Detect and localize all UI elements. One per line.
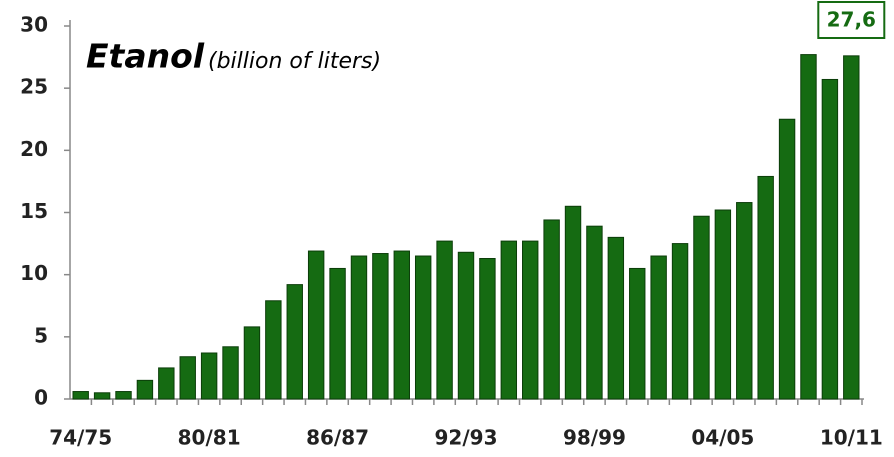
- y-tick-label: 20: [20, 137, 48, 161]
- bar: [650, 255, 667, 400]
- x-tick-label: 80/81: [178, 426, 241, 450]
- value-label: 27,6: [827, 8, 876, 32]
- bar: [222, 346, 239, 400]
- bar: [457, 251, 475, 400]
- bar: [286, 284, 303, 400]
- x-tick-label: 86/87: [306, 426, 369, 450]
- bar: [821, 78, 839, 400]
- bar: [479, 258, 496, 400]
- x-tick-label: 92/93: [435, 426, 498, 450]
- bar: [436, 240, 453, 400]
- bar: [158, 367, 175, 400]
- bar: [693, 215, 710, 400]
- chart-title: Etanol: [86, 37, 205, 76]
- x-tick-label: 04/05: [691, 426, 754, 450]
- bar: [757, 175, 774, 400]
- bar: [500, 240, 518, 400]
- bar: [115, 391, 132, 400]
- bar: [736, 202, 753, 400]
- bar: [543, 219, 560, 400]
- x-tick-label: 10/11: [820, 426, 883, 450]
- x-tick-label: 74/75: [49, 426, 112, 450]
- y-tick-label: 5: [34, 323, 48, 347]
- bar: [179, 356, 196, 400]
- bar: [393, 250, 410, 400]
- y-tick-label: 25: [20, 75, 48, 99]
- bar: [564, 205, 582, 400]
- y-tick-label: 15: [20, 199, 48, 223]
- bar: [200, 352, 218, 400]
- bar: [93, 392, 111, 400]
- y-tick-label: 30: [20, 13, 48, 37]
- bar: [843, 55, 860, 400]
- y-tick-label: 0: [34, 386, 48, 410]
- bar: [629, 267, 646, 400]
- bar: [607, 236, 625, 400]
- bar: [136, 379, 154, 400]
- bar: [671, 243, 689, 400]
- bar: [372, 253, 389, 400]
- bar: [265, 300, 282, 400]
- bar: [586, 225, 603, 400]
- bar: [72, 391, 89, 400]
- bar: [800, 54, 817, 400]
- x-tick-label: 98/99: [563, 426, 626, 450]
- bar: [350, 255, 368, 400]
- bar: [778, 118, 796, 400]
- value-label-box: [817, 1, 886, 39]
- bar: [714, 209, 732, 400]
- bar: [414, 255, 432, 400]
- bar: [243, 326, 261, 400]
- bar: [522, 240, 539, 400]
- y-tick-label: 10: [20, 261, 48, 285]
- bar: [307, 250, 325, 400]
- bar: [329, 267, 346, 400]
- chart-subtitle: (billion of liters): [208, 49, 381, 74]
